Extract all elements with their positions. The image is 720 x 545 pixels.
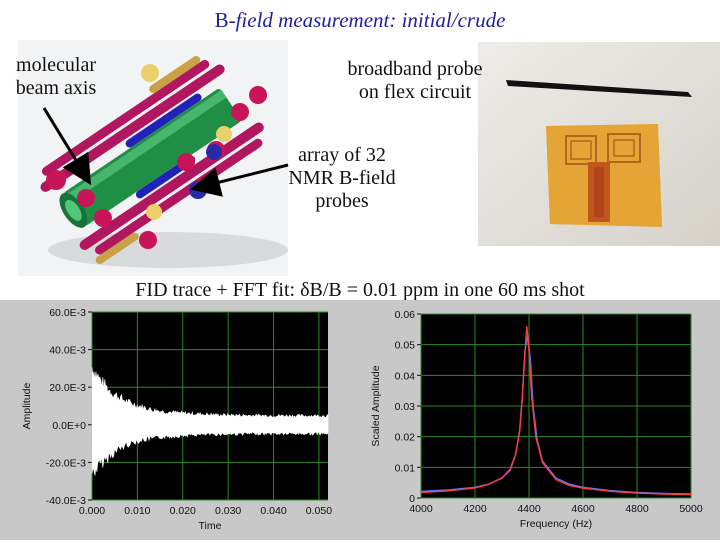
x-axis-label: Time xyxy=(199,520,222,532)
x-tick-label: 4200 xyxy=(463,503,487,515)
title-italic: field measurement: initial/crude xyxy=(235,8,506,32)
flex-probe-photo xyxy=(478,42,720,246)
fft-panel: 4000 4200 4400 4600 4800 5000 0 0.01 0.02 0.03 0.0… xyxy=(355,300,720,540)
y-tick-label: 0 xyxy=(409,493,415,505)
label-probe-array: array of 32 NMR B-field probes xyxy=(270,144,414,213)
x-tick-label: 0.030 xyxy=(215,505,241,517)
x-tick-label: 0.050 xyxy=(306,505,332,517)
y-tick-label: 0.04 xyxy=(395,370,416,382)
x-tick-label: 0.020 xyxy=(170,505,196,517)
y-tick-label: 60.0E-3 xyxy=(49,307,86,319)
x-tick-label: 0.000 xyxy=(79,505,105,517)
annotation-arrows xyxy=(42,107,289,197)
label-beam-axis-line1: molecular xyxy=(16,54,96,76)
beam-axis-arrow xyxy=(42,107,92,186)
x-axis-label: Frequency (Hz) xyxy=(520,518,592,530)
label-probe-array-line2: NMR B-field xyxy=(288,167,396,189)
x-tick-label: 0.040 xyxy=(260,505,286,517)
y-tick-label: 40.0E-3 xyxy=(49,345,86,357)
y-axis-label: Scaled Amplitude xyxy=(370,365,382,446)
label-flex-probe: broadband probe on flex circuit xyxy=(330,58,500,104)
x-tick-label: 4000 xyxy=(409,503,433,515)
label-beam-axis: molecular beam axis xyxy=(4,54,108,100)
y-tick-label: 0.01 xyxy=(395,462,416,474)
y-tick-label: 0.03 xyxy=(395,401,416,413)
fid-trace xyxy=(91,367,329,476)
title-prefix: B- xyxy=(214,8,236,32)
label-probe-array-line3: probes xyxy=(315,190,369,212)
fft-chart: 4000 4200 4400 4600 4800 5000 0 0.01 0.02 0.03 0.0… xyxy=(370,309,703,530)
fid-trace-panel: 0.000 0.010 0.020 0.030 0.040 0.050 -40.0E-3 -2… xyxy=(0,300,355,540)
x-tick-label: 4600 xyxy=(571,503,595,515)
label-beam-axis-line2: beam axis xyxy=(15,77,97,99)
probe-array-arrow xyxy=(190,163,289,197)
label-flex-probe-line1: broadband probe xyxy=(347,58,483,80)
y-axis-label: Amplitude xyxy=(21,383,33,430)
y-tick-label: 0.06 xyxy=(395,309,416,321)
x-tick-label: 4800 xyxy=(625,503,649,515)
x-tick-label: 0.010 xyxy=(124,505,150,517)
x-tick-label: 5000 xyxy=(679,503,703,515)
y-tick-label: 0.0E+0 xyxy=(52,420,86,432)
y-tick-label: 0.05 xyxy=(395,340,416,352)
fit-line xyxy=(420,326,692,496)
y-tick-label: -40.0E-3 xyxy=(46,495,86,507)
label-flex-probe-line2: on flex circuit xyxy=(358,81,472,103)
measurement-caption: FID trace + FFT fit: δB/B = 0.01 ppm in … xyxy=(135,279,585,301)
y-tick-label: 0.02 xyxy=(395,432,416,444)
y-tick-label: -20.0E-3 xyxy=(46,457,86,469)
slide-title: B-field measurement: initial/crude xyxy=(0,8,720,33)
fid-trace-chart: 0.000 0.010 0.020 0.030 0.040 0.050 -40.0E-3 -2… xyxy=(21,307,332,532)
y-tick-label: 20.0E-3 xyxy=(49,382,86,394)
label-probe-array-line1: array of 32 xyxy=(298,144,386,166)
x-tick-label: 4400 xyxy=(517,503,541,515)
